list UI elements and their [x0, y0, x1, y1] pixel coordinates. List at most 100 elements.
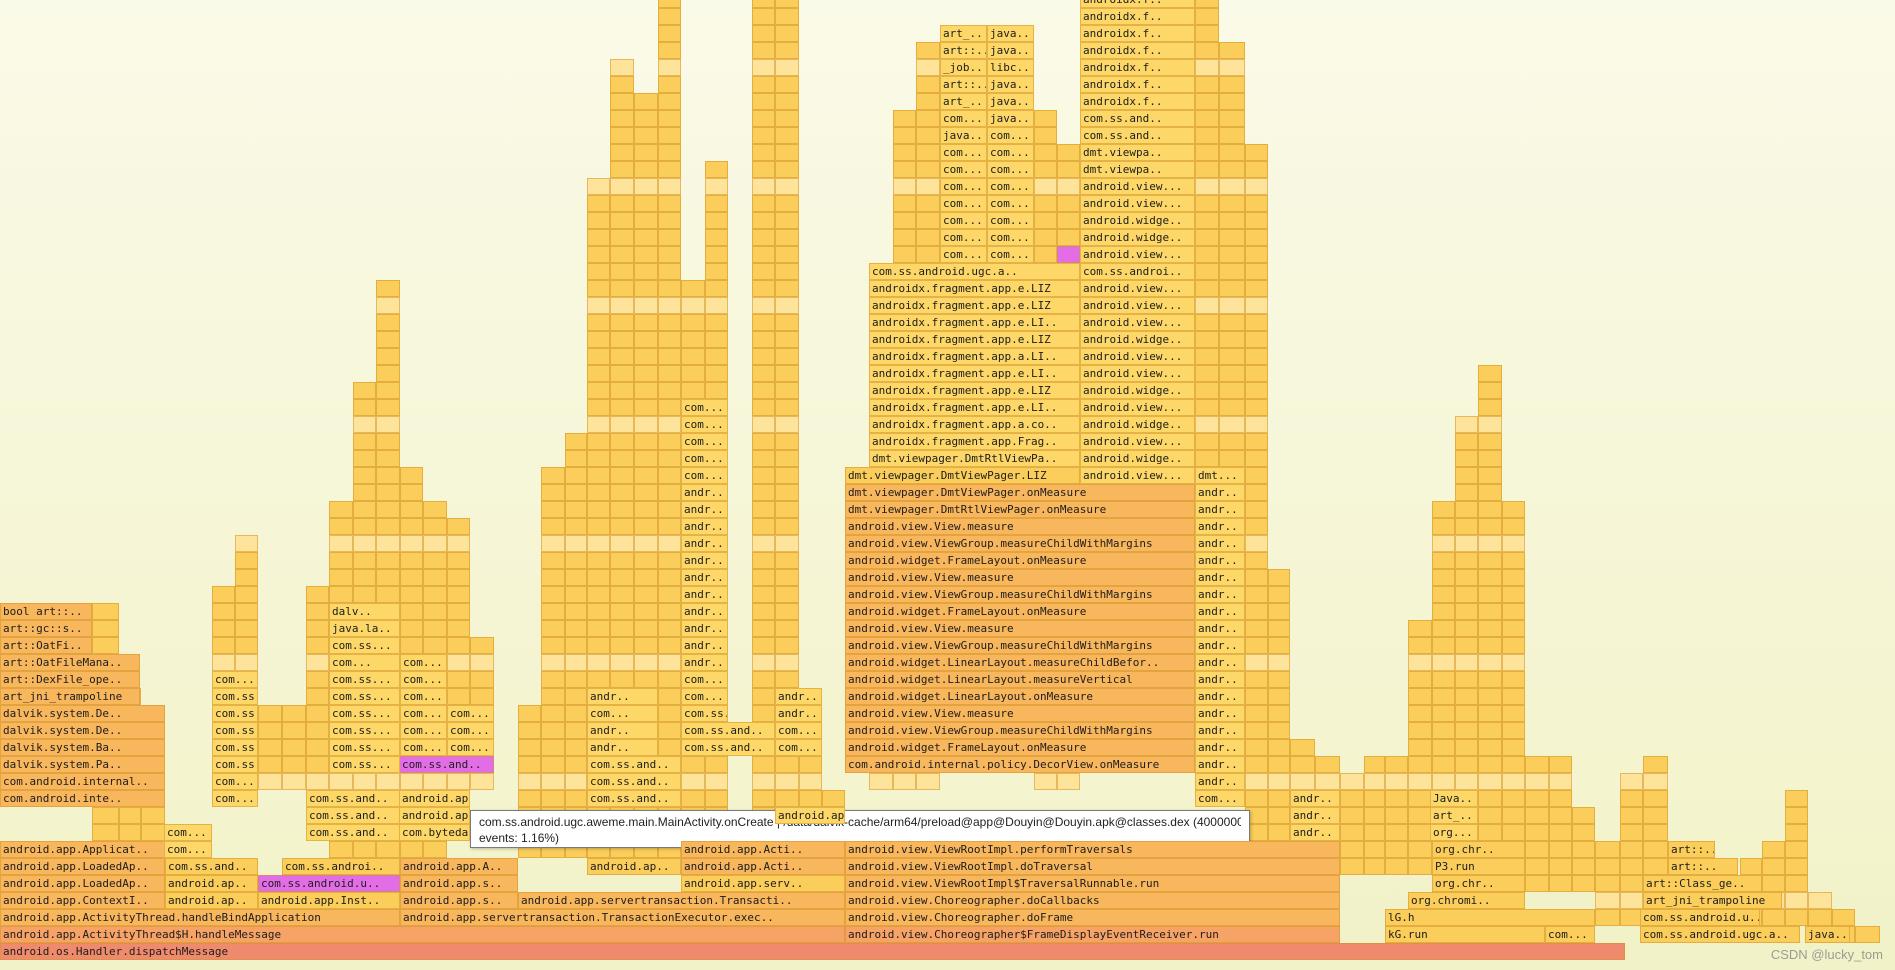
stack-frame-cell[interactable]: [634, 127, 658, 144]
stack-frame-cell[interactable]: [212, 654, 235, 671]
stack-frame[interactable]: com...: [940, 246, 987, 263]
stack-frame-cell[interactable]: [400, 841, 423, 858]
stack-frame-cell[interactable]: [587, 331, 610, 348]
stack-frame-cell[interactable]: [658, 195, 681, 212]
stack-frame-cell[interactable]: [610, 637, 634, 654]
stack-frame-cell[interactable]: [565, 433, 587, 450]
stack-frame[interactable]: android.view.Choreographer$FrameDisplayE…: [845, 926, 1340, 943]
stack-frame[interactable]: dalvik.system.De..: [0, 722, 165, 739]
stack-frame-cell[interactable]: [376, 450, 400, 467]
stack-frame-cell[interactable]: [306, 722, 329, 739]
stack-frame-cell[interactable]: [587, 535, 610, 552]
stack-frame-cell[interactable]: [587, 450, 610, 467]
stack-frame-cell[interactable]: [587, 416, 610, 433]
stack-frame[interactable]: android.widge..: [1080, 450, 1195, 467]
stack-frame-cell[interactable]: [587, 637, 610, 654]
stack-frame[interactable]: dalv..: [329, 603, 400, 620]
stack-frame[interactable]: android.view.Choreographer.doFrame: [845, 909, 1340, 926]
stack-frame[interactable]: androidx.f..: [1080, 42, 1195, 59]
stack-frame[interactable]: android.view...: [1080, 178, 1195, 195]
stack-frame[interactable]: androidx.fragment.app.e.LIZ: [869, 331, 1080, 348]
stack-frame[interactable]: com...: [940, 161, 987, 178]
stack-frame[interactable]: andr..: [1290, 807, 1340, 824]
stack-frame-cell[interactable]: [447, 620, 470, 637]
stack-frame-cell[interactable]: [610, 212, 634, 229]
stack-frame-cell[interactable]: [447, 535, 470, 552]
stack-frame[interactable]: com.ss.and..: [306, 807, 400, 824]
stack-frame-cell[interactable]: [423, 637, 447, 654]
stack-frame[interactable]: com...: [400, 739, 447, 756]
stack-frame[interactable]: com.ss.and..: [306, 790, 400, 807]
stack-frame-cell[interactable]: [376, 841, 400, 858]
stack-frame[interactable]: android.widget.FrameLayout.onMeasure: [845, 603, 1195, 620]
stack-frame-cell[interactable]: [610, 59, 634, 76]
stack-frame[interactable]: androidx.fragment.app.Frag..: [869, 433, 1080, 450]
stack-frame[interactable]: java..: [987, 110, 1034, 127]
stack-frame-cell[interactable]: [658, 161, 681, 178]
stack-frame-cell[interactable]: [565, 450, 587, 467]
stack-frame[interactable]: andr..: [1195, 688, 1245, 705]
stack-frame-cell[interactable]: [610, 161, 634, 178]
stack-frame-cell[interactable]: [376, 535, 400, 552]
stack-frame[interactable]: art::..: [940, 42, 987, 59]
stack-frame-cell[interactable]: [518, 773, 541, 790]
stack-frame[interactable]: com.ss.android.ugc.a..: [1640, 926, 1800, 943]
stack-frame[interactable]: com.ss...: [212, 756, 258, 773]
stack-frame-cell[interactable]: [658, 586, 681, 603]
stack-frame[interactable]: com.ss.android.u..: [258, 875, 400, 892]
stack-frame-cell[interactable]: [565, 535, 587, 552]
stack-frame[interactable]: com...: [987, 229, 1034, 246]
stack-frame-cell[interactable]: [376, 314, 400, 331]
stack-frame[interactable]: android.view...: [1080, 433, 1195, 450]
stack-frame-cell[interactable]: [565, 773, 587, 790]
stack-frame-cell[interactable]: [541, 552, 565, 569]
stack-frame-cell[interactable]: [541, 756, 565, 773]
stack-frame-cell[interactable]: [376, 365, 400, 382]
stack-frame[interactable]: android.view.ViewGroup.measureChildWithM…: [845, 637, 1195, 654]
stack-frame-cell[interactable]: [634, 110, 658, 127]
stack-frame[interactable]: art::..: [1668, 841, 1715, 858]
stack-frame-cell[interactable]: [212, 637, 235, 654]
stack-frame-cell[interactable]: [447, 603, 470, 620]
stack-frame-cell[interactable]: [306, 773, 329, 790]
stack-frame-cell[interactable]: [610, 671, 634, 688]
stack-frame[interactable]: com.ss.and..: [1080, 127, 1195, 144]
stack-frame-cell[interactable]: [610, 280, 634, 297]
stack-frame-cell[interactable]: [282, 773, 306, 790]
stack-frame[interactable]: dalvik.system.Pa..: [0, 756, 165, 773]
stack-frame[interactable]: android.app.ContextI..: [0, 892, 165, 909]
stack-frame[interactable]: androidx.fragment.app.e.LI..: [869, 314, 1080, 331]
stack-frame[interactable]: com...: [940, 195, 987, 212]
stack-frame-cell[interactable]: [658, 569, 681, 586]
stack-frame-cell[interactable]: [353, 416, 376, 433]
stack-frame-cell[interactable]: [634, 450, 658, 467]
stack-frame-cell[interactable]: [634, 331, 658, 348]
stack-frame[interactable]: android.view...: [1080, 195, 1195, 212]
stack-frame-cell[interactable]: [541, 705, 565, 722]
stack-frame-cell[interactable]: [658, 518, 681, 535]
stack-frame-cell[interactable]: [565, 467, 587, 484]
stack-frame-cell[interactable]: [447, 586, 470, 603]
stack-frame-cell[interactable]: [565, 688, 587, 705]
stack-frame[interactable]: com.android.inte..: [0, 790, 165, 807]
stack-frame-cell[interactable]: [376, 297, 400, 314]
stack-frame[interactable]: art::..: [940, 76, 987, 93]
stack-frame[interactable]: android.view...: [1080, 314, 1195, 331]
stack-frame-cell[interactable]: [423, 620, 447, 637]
stack-frame-cell[interactable]: [634, 620, 658, 637]
stack-frame-cell[interactable]: [470, 637, 494, 654]
stack-frame-cell[interactable]: [518, 756, 541, 773]
stack-frame[interactable]: com...: [681, 433, 728, 450]
stack-frame[interactable]: dmt...: [1195, 467, 1245, 484]
stack-frame[interactable]: androidx.fragment.app.a.LI..: [869, 348, 1080, 365]
stack-frame-cell[interactable]: [634, 161, 658, 178]
stack-frame-cell[interactable]: [634, 297, 658, 314]
stack-frame-cell[interactable]: [565, 671, 587, 688]
stack-frame-cell[interactable]: [565, 586, 587, 603]
stack-frame-cell[interactable]: [541, 586, 565, 603]
stack-frame-cell[interactable]: [634, 246, 658, 263]
stack-frame[interactable]: android.view.Choreographer.doCallbacks: [845, 892, 1340, 909]
stack-frame-cell[interactable]: [92, 603, 119, 620]
stack-frame[interactable]: com.android.internal.policy.DecorView.on…: [845, 756, 1195, 773]
stack-frame[interactable]: android.app.ActivityThread.handleBindApp…: [0, 909, 400, 926]
